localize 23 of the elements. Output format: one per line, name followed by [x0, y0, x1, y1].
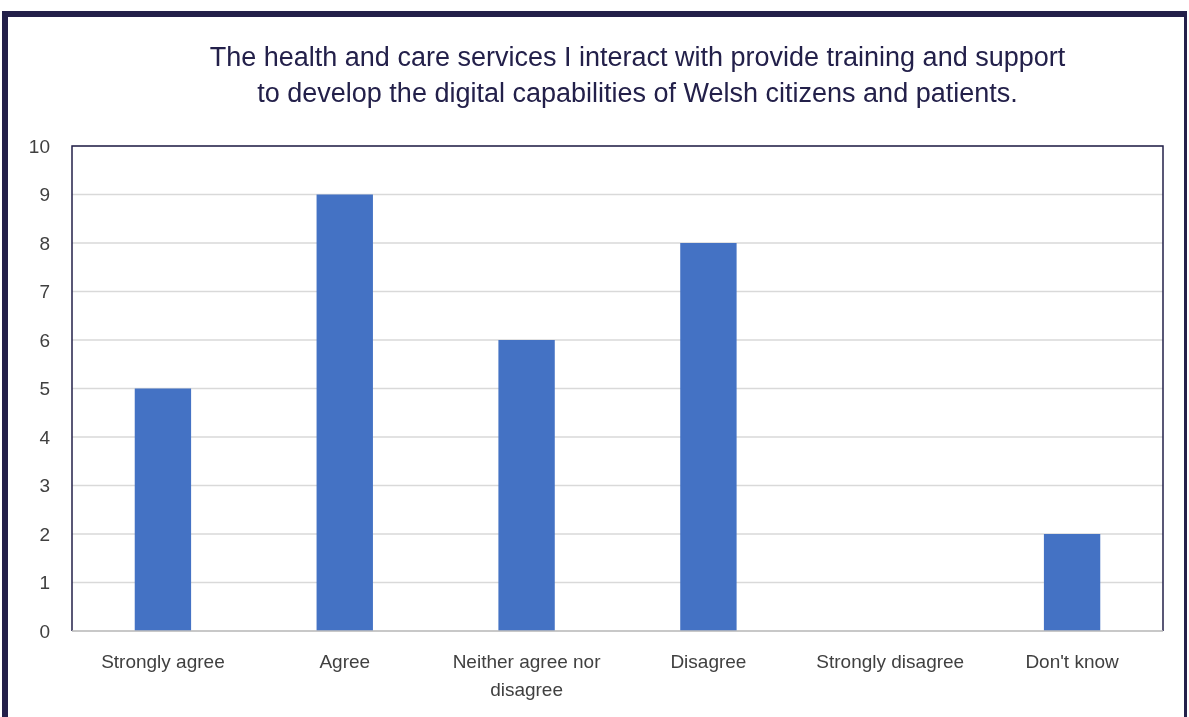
- chart-title: The health and care services I interact with provide training and support to develop the digital capabilities of Welsh citizens and patients.: [209, 42, 1066, 108]
- bar: [134, 388, 192, 631]
- x-tick-label: Strongly disagree: [816, 651, 965, 672]
- x-tick-label: Strongly agree: [101, 651, 225, 672]
- x-tick-label: Agree: [319, 651, 371, 672]
- y-tick-label: 3: [39, 475, 50, 497]
- y-tick-label: 8: [39, 232, 50, 254]
- bar: [498, 340, 555, 631]
- x-tick-label: Don't know: [1025, 651, 1120, 672]
- y-tick-label: 4: [39, 426, 51, 448]
- y-tick-label: 0: [39, 620, 50, 642]
- y-tick-label: 6: [39, 329, 50, 351]
- y-tick-label: 7: [39, 281, 50, 303]
- y-tick-label: 2: [39, 523, 50, 545]
- bar: [1043, 534, 1101, 631]
- bar: [316, 194, 373, 631]
- y-tick-label: 5: [39, 378, 50, 400]
- y-tick-label: 9: [39, 184, 50, 206]
- y-tick-label: 10: [28, 135, 50, 157]
- x-tick-label: Neither agree nor disagree: [452, 651, 602, 700]
- x-tick-label: Disagree: [670, 651, 747, 672]
- y-tick-label: 1: [39, 572, 50, 594]
- bar: [680, 243, 737, 631]
